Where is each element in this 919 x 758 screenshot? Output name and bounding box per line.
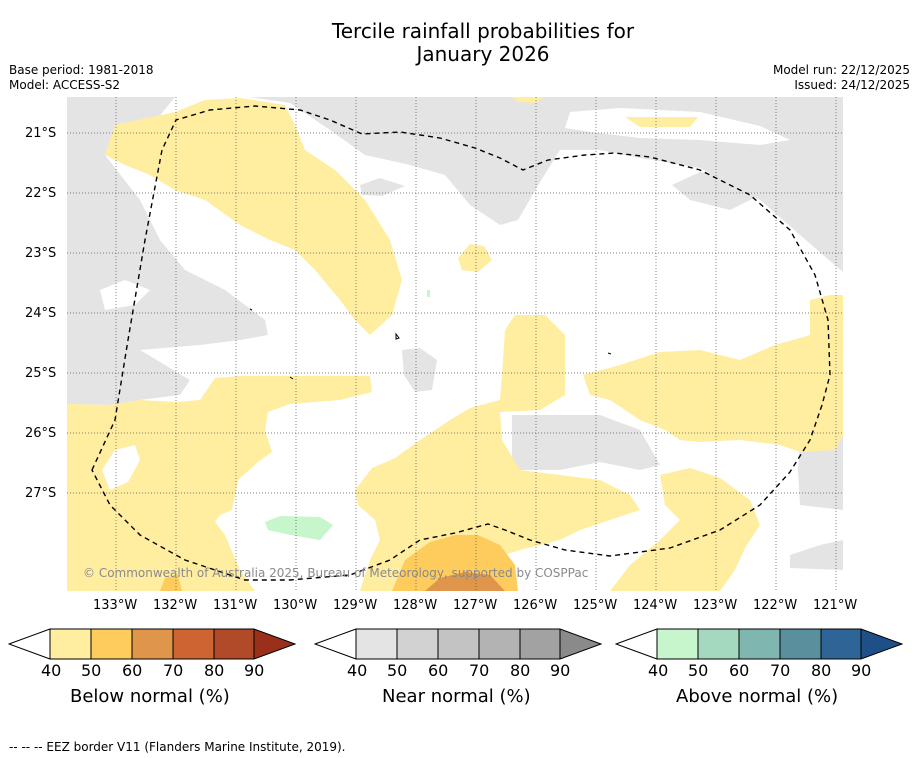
colorbar-tick: 60 <box>428 661 449 680</box>
below-normal-region <box>458 244 492 272</box>
colorbar-cell <box>698 629 739 659</box>
colorbar-tick: 50 <box>81 661 102 680</box>
colorbar-cell <box>479 629 520 659</box>
gridlines <box>67 97 843 591</box>
colorbar-tick: 90 <box>244 661 265 680</box>
colorbar-cell <box>91 629 132 659</box>
map-panel: © Commonwealth of Australia 2025, Bureau… <box>67 97 843 591</box>
lat-label: 26°S <box>25 426 57 441</box>
colorbar-under-arrow <box>314 628 357 660</box>
issued-date: Issued: 24/12/2025 <box>794 78 910 92</box>
colorbar-below-normal <box>8 628 297 660</box>
colorbar-tick: 70 <box>770 661 791 680</box>
eez-footnote: -- -- -- EEZ border V11 (Flanders Marine… <box>9 740 346 754</box>
colorbar-title: Near normal (%) <box>382 686 531 707</box>
lat-label: 23°S <box>25 246 57 261</box>
neutral-area <box>255 405 450 510</box>
lat-label: 21°S <box>25 126 57 141</box>
colorbar-over-arrow <box>254 629 295 659</box>
colorbar-title: Above normal (%) <box>676 686 839 707</box>
lon-label: 129°W <box>333 598 378 613</box>
colorbar-cell <box>438 629 479 659</box>
title-line-1: Tercile rainfall probabilities for <box>331 19 635 43</box>
colorbar-cell <box>821 629 861 659</box>
colorbar-cell <box>397 629 438 659</box>
copyright-notice: © Commonwealth of Australia 2025, Bureau… <box>83 566 588 580</box>
model-run: Model run: 22/12/2025 <box>772 63 910 77</box>
lon-label: 123°W <box>693 598 738 613</box>
colorbar-cell <box>214 629 254 659</box>
above-normal-region <box>265 516 333 540</box>
lon-label: 124°W <box>633 598 678 613</box>
below-normal-region <box>610 468 760 591</box>
colorbar-tick: 40 <box>347 661 368 680</box>
colorbar-tick: 90 <box>851 661 872 680</box>
colorbar-cell <box>780 629 821 659</box>
colorbar-over-arrow <box>861 629 902 659</box>
below-normal-region <box>355 315 640 591</box>
below-normal-region <box>67 376 372 591</box>
colorbar-cell <box>657 629 698 659</box>
neutral-area <box>102 445 140 490</box>
lat-label: 25°S <box>25 366 57 381</box>
colorbar-tick: 70 <box>469 661 490 680</box>
lon-label: 126°W <box>513 598 558 613</box>
islands <box>249 308 612 380</box>
colorbar-tick: 40 <box>41 661 62 680</box>
colorbar-near-normal <box>314 628 603 660</box>
colorbar-over-arrow <box>560 629 601 659</box>
below-normal-region <box>625 117 698 127</box>
lon-label: 122°W <box>753 598 798 613</box>
near-normal-region <box>512 415 660 470</box>
colorbar-tick: 80 <box>811 661 832 680</box>
colorbar-tick: 80 <box>510 661 531 680</box>
below-normal-region <box>160 575 182 591</box>
near-normal-region <box>67 97 843 272</box>
lon-label: 132°W <box>153 598 198 613</box>
colorbar-cell <box>356 629 397 659</box>
colorbar-tick: 90 <box>550 661 571 680</box>
base-period: Base period: 1981-2018 <box>9 63 154 77</box>
lon-label: 133°W <box>93 598 138 613</box>
below-normal-region <box>425 572 505 591</box>
colorbar-tick: 50 <box>688 661 709 680</box>
near-normal-region <box>67 350 190 405</box>
below-normal-region <box>105 98 402 335</box>
lon-label: 128°W <box>393 598 438 613</box>
lat-label: 22°S <box>25 186 57 201</box>
near-normal-region <box>402 348 437 392</box>
above-normal-region <box>427 290 430 297</box>
lat-label: 27°S <box>25 486 57 501</box>
lon-label: 130°W <box>273 598 318 613</box>
colorbar-tick: 50 <box>387 661 408 680</box>
colorbar-cell <box>739 629 780 659</box>
colorbar-under-arrow <box>615 628 658 660</box>
colorbar-tick: 60 <box>122 661 143 680</box>
eez-border <box>91 105 831 581</box>
title-line-2: January 2026 <box>416 42 550 66</box>
lon-label: 125°W <box>573 598 618 613</box>
lat-label: 24°S <box>25 306 57 321</box>
colorbar-under-arrow <box>8 628 51 660</box>
colorbar-cell <box>50 629 91 659</box>
colorbar-above-normal <box>615 628 904 660</box>
colorbar-cell <box>173 629 214 659</box>
colorbar-cell <box>132 629 173 659</box>
near-normal-region <box>790 540 843 570</box>
colorbar-title: Below normal (%) <box>70 686 230 707</box>
colorbar-tick: 40 <box>648 661 669 680</box>
below-normal-region <box>512 97 545 103</box>
colorbar-tick: 70 <box>163 661 184 680</box>
lon-label: 131°W <box>213 598 258 613</box>
lon-label: 127°W <box>453 598 498 613</box>
near-normal-region <box>360 178 405 196</box>
colorbar-cell <box>520 629 560 659</box>
colorbar-tick: 80 <box>204 661 225 680</box>
model-name: Model: ACCESS-S2 <box>9 78 121 92</box>
near-normal-region <box>67 150 268 365</box>
lon-label: 121°W <box>813 598 858 613</box>
below-normal-region <box>583 295 843 452</box>
colorbar-tick: 60 <box>729 661 750 680</box>
